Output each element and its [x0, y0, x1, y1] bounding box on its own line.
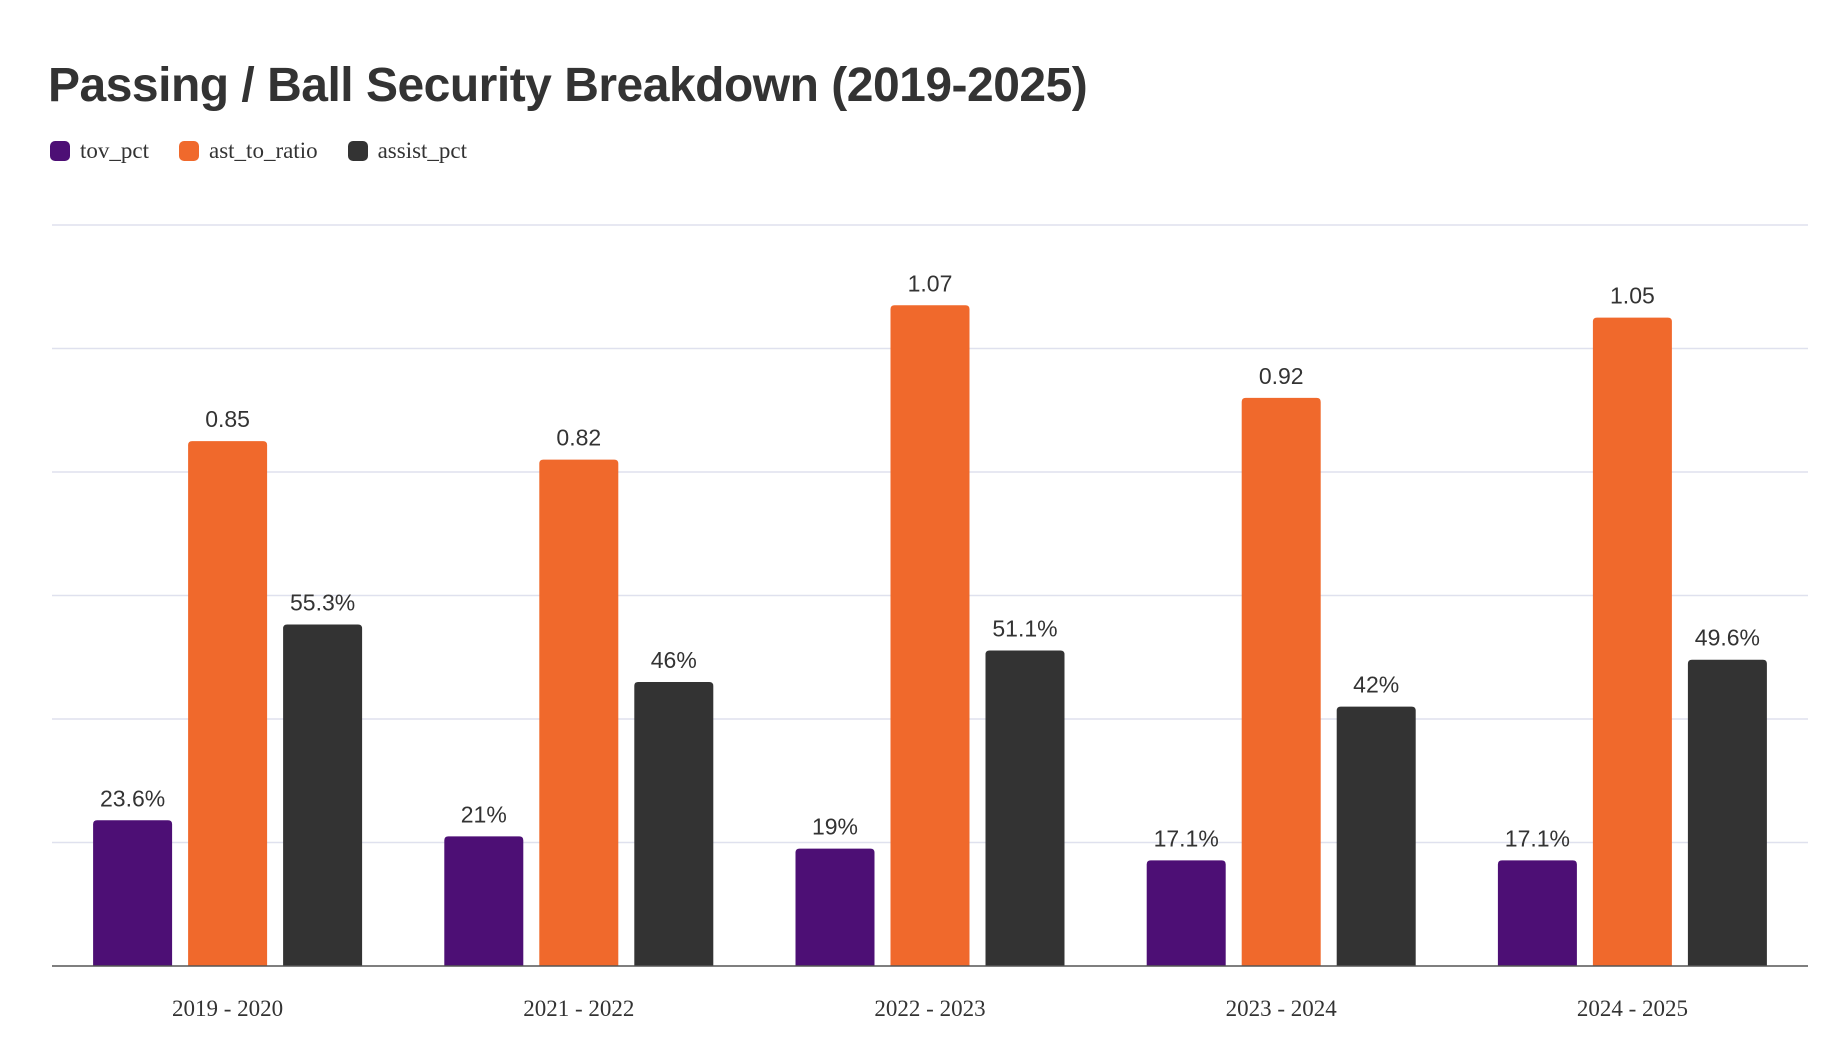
legend-label-tov-pct: tov_pct [80, 138, 149, 163]
bar-tov-pct [444, 836, 524, 966]
data-label: 55.3% [290, 590, 355, 616]
legend-item-assist-pct: assist_pct [347, 138, 468, 164]
x-tick-label: 2022 - 2023 [874, 996, 985, 1021]
data-label: 0.85 [205, 406, 250, 432]
bar-ast-to-ratio [539, 459, 619, 966]
bar-tov-pct [1497, 860, 1577, 966]
bar-assist-pct [1336, 706, 1416, 966]
data-label: 17.1% [1505, 825, 1570, 851]
bar-ast-to-ratio [1241, 397, 1321, 966]
legend-swatch-assist-pct [347, 141, 368, 161]
bar-tov-pct [1146, 860, 1226, 966]
data-label: 49.6% [1695, 625, 1760, 651]
data-label: 17.1% [1154, 825, 1219, 851]
legend-swatch-tov-pct [50, 141, 70, 161]
legend-item-ast-to-ratio: ast_to_ratio [179, 138, 318, 164]
bar-ast-to-ratio [1592, 317, 1672, 966]
legend-swatch-ast-to-ratio [179, 141, 199, 161]
chart-title: Passing / Ball Security Breakdown (2019-… [48, 59, 1088, 112]
bar-ast-to-ratio [188, 441, 268, 966]
x-tick-label: 2024 - 2025 [1577, 996, 1688, 1021]
data-label: 1.07 [908, 270, 953, 296]
x-tick-label: 2019 - 2020 [172, 996, 283, 1021]
data-label: 51.1% [992, 615, 1057, 641]
legend: tov_pct ast_to_ratio assist_pct [50, 138, 497, 164]
data-label: 0.82 [556, 425, 601, 451]
bar-tov-pct [93, 820, 173, 966]
bar-assist-pct [985, 650, 1065, 966]
legend-label-ast-to-ratio: ast_to_ratio [209, 138, 318, 163]
data-label: 46% [651, 647, 697, 673]
data-label: 0.92 [1259, 363, 1304, 389]
data-label: 23.6% [100, 785, 165, 811]
x-tick-label: 2021 - 2022 [523, 996, 634, 1021]
bar-assist-pct [1687, 659, 1767, 966]
data-label: 21% [461, 801, 507, 827]
bar-assist-pct [283, 624, 363, 966]
data-label: 19% [812, 814, 858, 840]
bar-tov-pct [795, 848, 875, 966]
legend-label-assist-pct: assist_pct [377, 138, 468, 163]
legend-item-tov-pct: tov_pct [50, 138, 149, 164]
bar-ast-to-ratio [890, 305, 970, 966]
x-tick-label: 2023 - 2024 [1226, 996, 1338, 1021]
data-label: 1.05 [1610, 283, 1655, 309]
data-label: 42% [1353, 672, 1399, 698]
bar-assist-pct [634, 681, 714, 966]
